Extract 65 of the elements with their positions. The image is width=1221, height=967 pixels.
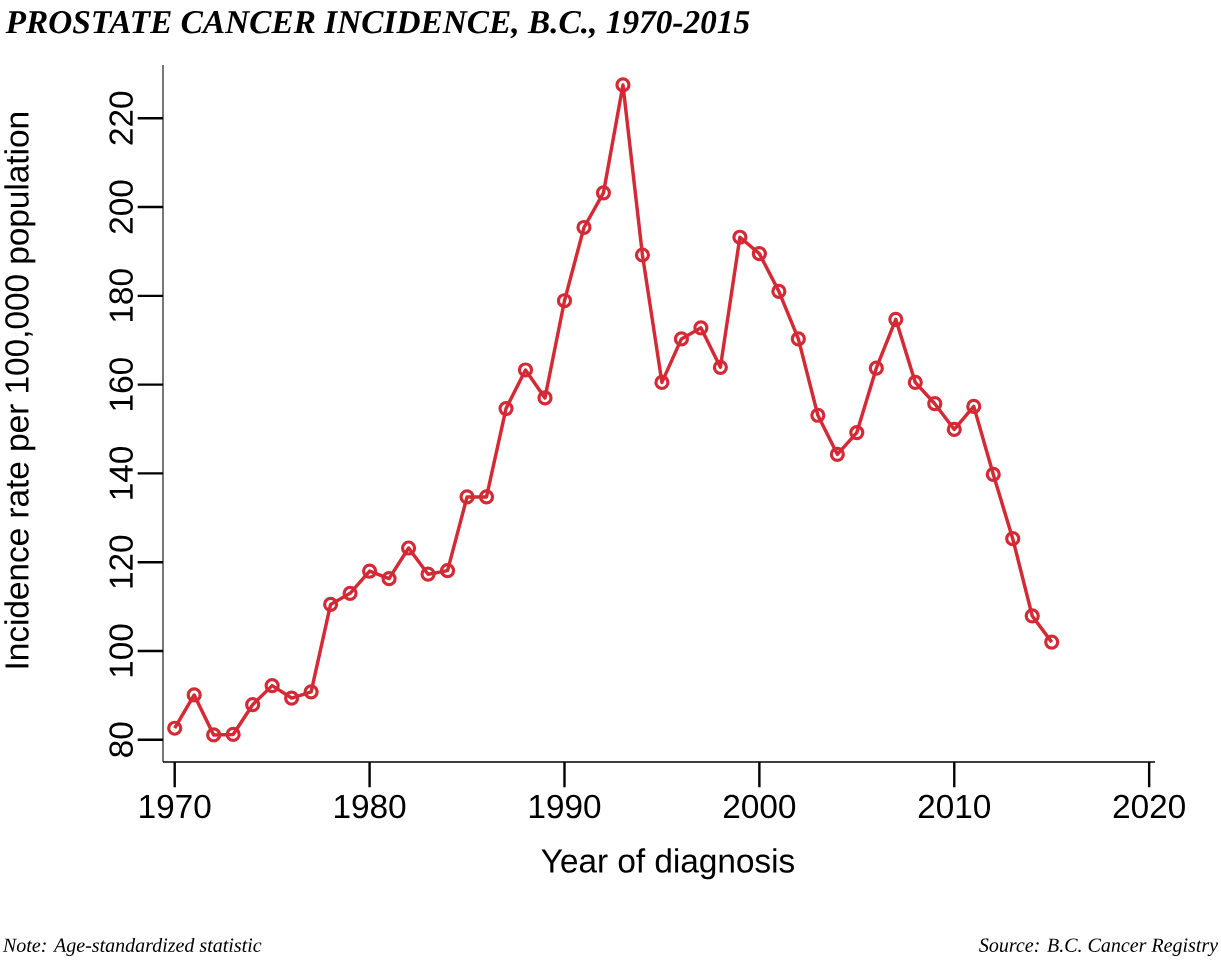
y-tick-label: 220 bbox=[109, 91, 133, 145]
point bbox=[342, 585, 358, 601]
point bbox=[810, 407, 826, 423]
x-tick-label: 2020 bbox=[1113, 794, 1185, 819]
text: Note: Age-standardized statistic bbox=[2, 937, 262, 957]
y-axis-title: Incidence rate per 100,000 population bbox=[4, 113, 36, 668]
point bbox=[420, 566, 436, 582]
point bbox=[439, 563, 456, 579]
point bbox=[1005, 531, 1021, 547]
point bbox=[907, 374, 923, 391]
point bbox=[537, 390, 553, 406]
point bbox=[303, 684, 319, 700]
chart-title: PROSTATE CANCER INCIDENCE, B.C., 1970-2015 bbox=[5, 10, 750, 39]
point bbox=[517, 362, 534, 378]
x-tick-label: 2000 bbox=[723, 794, 796, 819]
point bbox=[615, 77, 631, 93]
y-tick-label: 120 bbox=[109, 535, 133, 588]
y-tick-label: 140 bbox=[109, 446, 133, 499]
point bbox=[245, 697, 261, 713]
y-tick-label: 200 bbox=[109, 180, 133, 234]
point bbox=[634, 247, 651, 263]
point bbox=[712, 359, 728, 375]
point bbox=[732, 229, 748, 245]
y-tick-label: 100 bbox=[109, 624, 133, 677]
point bbox=[790, 331, 806, 347]
point bbox=[400, 540, 417, 556]
point bbox=[673, 331, 690, 347]
point bbox=[888, 311, 904, 327]
point bbox=[1024, 608, 1040, 624]
y-tick-label: 160 bbox=[109, 358, 133, 410]
point bbox=[985, 466, 1001, 482]
point bbox=[381, 571, 397, 587]
point bbox=[264, 678, 280, 694]
point bbox=[323, 596, 339, 612]
point bbox=[927, 396, 943, 412]
point bbox=[595, 185, 612, 201]
x-tick-label: 1990 bbox=[529, 794, 601, 819]
point bbox=[186, 687, 202, 703]
point bbox=[284, 690, 300, 706]
point bbox=[771, 283, 787, 299]
point bbox=[225, 726, 241, 743]
point bbox=[751, 246, 767, 262]
point bbox=[556, 293, 573, 309]
point bbox=[206, 727, 222, 743]
point bbox=[576, 219, 592, 236]
point bbox=[167, 720, 183, 736]
x-tick-label: 2010 bbox=[918, 794, 991, 819]
point bbox=[1044, 634, 1060, 650]
point bbox=[654, 374, 670, 391]
point bbox=[829, 446, 845, 462]
point bbox=[693, 320, 709, 336]
x-tick-label: 1970 bbox=[140, 794, 211, 819]
y-tick-label: 180 bbox=[109, 269, 133, 322]
source-note: Source: B.C. Cancer Registry bbox=[979, 938, 1219, 957]
point bbox=[966, 398, 982, 414]
y-tick-label: 80 bbox=[109, 722, 133, 757]
x-axis-title: Year of diagnosis bbox=[541, 848, 794, 880]
point bbox=[868, 360, 884, 376]
point bbox=[849, 424, 865, 441]
x-tick-label: 1980 bbox=[335, 794, 406, 819]
point bbox=[362, 563, 378, 579]
point bbox=[478, 489, 495, 505]
point bbox=[498, 401, 514, 417]
point bbox=[459, 489, 475, 505]
point bbox=[946, 421, 962, 438]
